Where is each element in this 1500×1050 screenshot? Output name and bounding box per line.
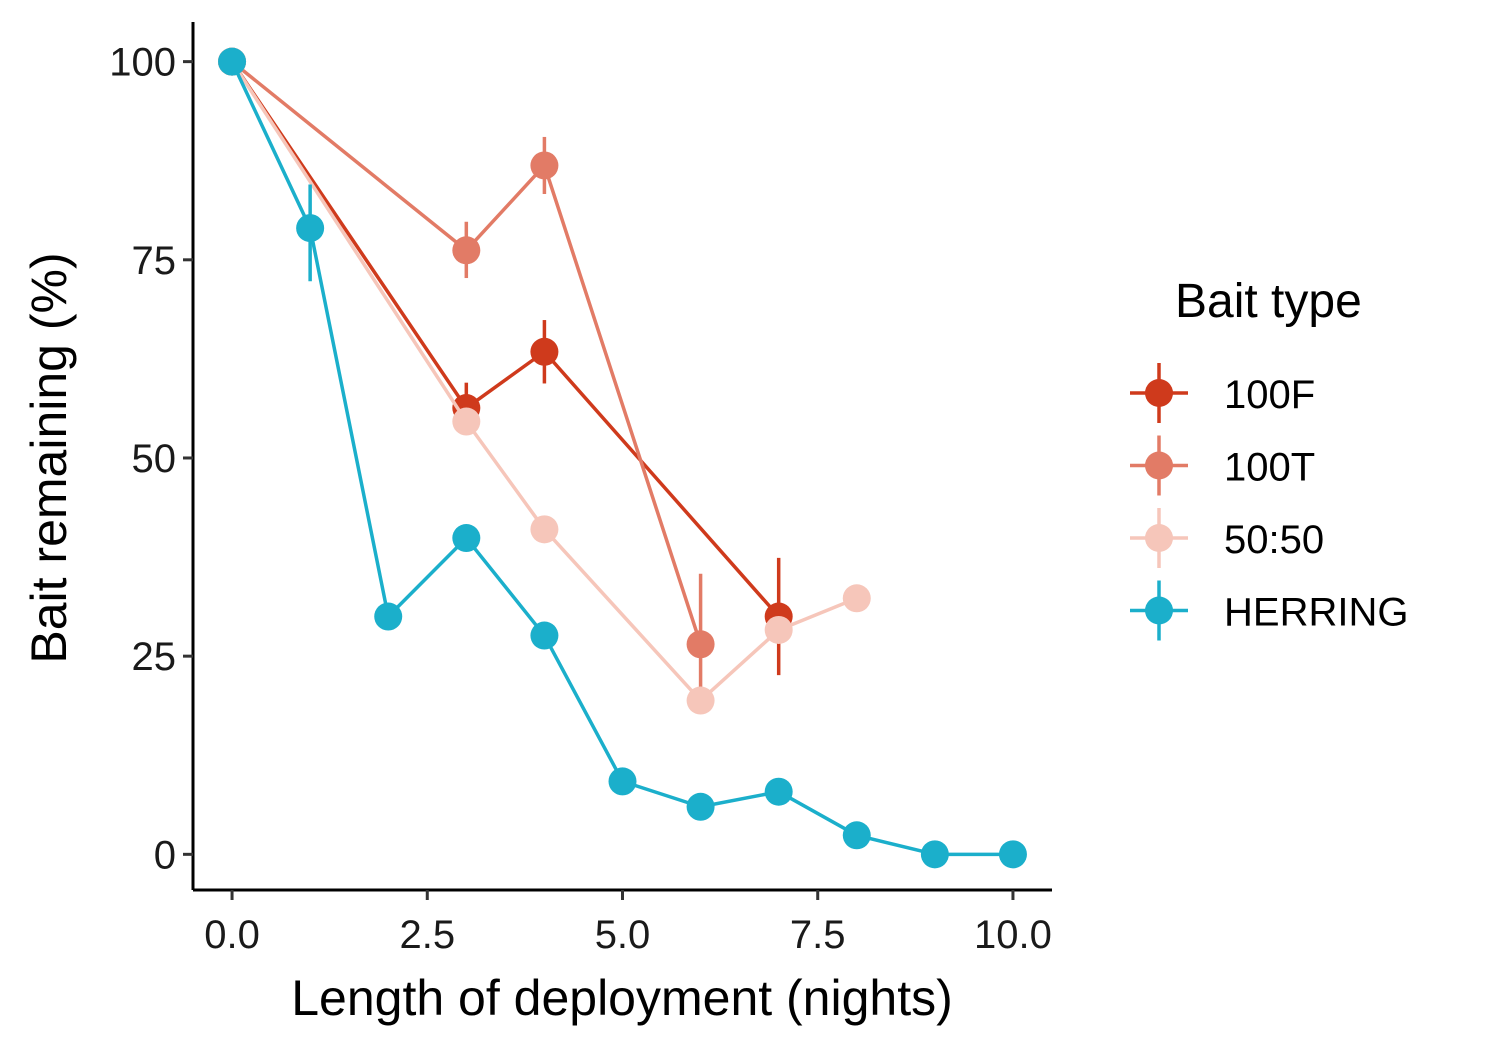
legend-item-100t: 100T (1130, 435, 1315, 496)
axes: 0.0 2.5 5.0 7.5 10.0 0 25 50 75 100 (109, 22, 1052, 957)
legend-label: 100T (1224, 446, 1315, 490)
y-tick-label: 0 (154, 833, 176, 877)
legend-item-herring: HERRING (1130, 580, 1408, 641)
data-point (530, 337, 559, 366)
legend-key-point (1145, 379, 1173, 407)
data-point (452, 236, 481, 265)
legend-key-point (1145, 451, 1173, 480)
x-axis-title: Length of deployment (nights) (291, 970, 953, 1026)
y-axis-title: Bait remaining (%) (21, 252, 77, 663)
series-line (230, 60, 703, 645)
series-line (230, 60, 780, 618)
series-100t (218, 47, 715, 701)
data-point (686, 686, 715, 715)
data-point (296, 214, 325, 243)
data-point (998, 840, 1027, 869)
y-tick-label: 75 (132, 239, 177, 283)
data-point (842, 584, 871, 613)
data-point (452, 524, 481, 553)
x-tick-label: 10.0 (974, 913, 1052, 957)
data-point (764, 615, 793, 644)
series-line (230, 60, 858, 703)
x-tick-label: 5.0 (595, 913, 651, 957)
y-tick-label: 100 (109, 41, 176, 85)
series-herring (218, 47, 1027, 869)
data-point (686, 792, 715, 821)
data-point (764, 777, 793, 806)
data-point (452, 407, 481, 436)
legend-label: 100F (1224, 373, 1315, 417)
x-tick-label: 0.0 (204, 913, 260, 957)
data-point (920, 840, 949, 869)
data-point (218, 47, 247, 76)
x-tick-label: 2.5 (399, 913, 455, 957)
legend-label: 50:50 (1224, 518, 1324, 562)
legend: Bait type 100F 100T 50:50 HERRING (1130, 275, 1408, 641)
y-tick-label: 50 (132, 437, 177, 481)
legend-title: Bait type (1175, 275, 1362, 328)
y-tick-label: 25 (132, 635, 177, 679)
legend-key-point (1145, 524, 1173, 552)
series-100f (218, 47, 793, 676)
data-point (530, 151, 559, 180)
legend-key-point (1145, 596, 1173, 625)
data-point (686, 630, 715, 659)
data-point (842, 821, 871, 850)
data-point (530, 515, 559, 544)
data-point (530, 621, 559, 650)
legend-label: HERRING (1224, 591, 1408, 635)
data-point (374, 602, 403, 631)
plot-area (218, 47, 1027, 869)
series-line (230, 60, 1013, 857)
data-point (608, 767, 637, 796)
legend-item-100f: 100F (1130, 363, 1315, 423)
x-tick-label: 7.5 (790, 913, 846, 957)
legend-item-50-50: 50:50 (1130, 508, 1324, 568)
